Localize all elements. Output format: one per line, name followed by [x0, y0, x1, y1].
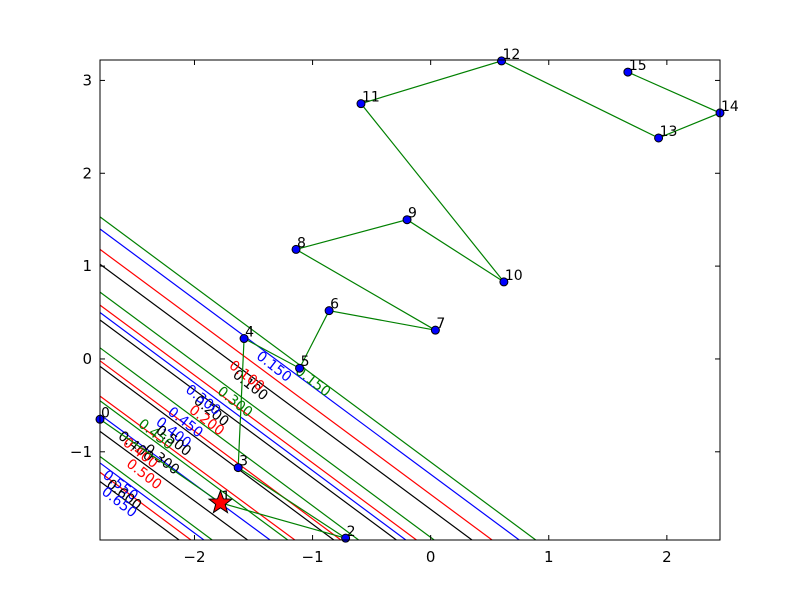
point-label-7: 7 [436, 316, 445, 332]
x-tick-label: 1 [544, 548, 554, 566]
point-label-8: 8 [297, 235, 306, 251]
path-point-8 [291, 244, 301, 254]
y-tick-label: 1 [82, 257, 92, 275]
path-point-3 [233, 463, 243, 473]
y-tick-label: 2 [82, 164, 92, 182]
contour-line-blue [100, 414, 271, 540]
contour-line-green [100, 455, 213, 540]
path-point-7 [430, 325, 440, 335]
contour-line-green [100, 347, 359, 540]
y-tick-label: 0 [82, 350, 92, 368]
point-label-6: 6 [330, 297, 339, 313]
contour-line-blue [100, 312, 407, 540]
contour-line-blue [100, 228, 520, 540]
contour-line-black [100, 319, 397, 540]
x-tick-label: −2 [183, 548, 205, 566]
x-tick-label: 2 [662, 548, 672, 566]
point-label-1: 1 [221, 489, 230, 505]
point-label-9: 9 [408, 206, 417, 222]
star-marker-group [207, 489, 234, 514]
path-point-6 [324, 306, 334, 316]
contour-line-black [100, 481, 180, 540]
point-label-15: 15 [629, 58, 647, 74]
point-label-10: 10 [505, 268, 523, 284]
contour-line-red [100, 395, 296, 540]
path-point-5 [295, 363, 305, 373]
point-label-4: 4 [245, 325, 254, 341]
contour-line-red [100, 304, 417, 540]
path-point-11 [356, 99, 366, 109]
point-label-0: 0 [101, 405, 110, 421]
star-marker [207, 489, 234, 514]
contour-line-red [100, 360, 342, 540]
contour-line-black [100, 430, 248, 540]
contour-line-black [100, 263, 473, 540]
point-label-13: 13 [660, 124, 678, 140]
optimization-path [100, 60, 720, 539]
path-point-9 [402, 215, 412, 225]
axis-ticks: −2 −1 0 1 2 −1 0 1 2 3 [70, 60, 720, 566]
contour-lines [100, 216, 537, 540]
contour-line-green [100, 216, 537, 540]
contour-line-black [100, 365, 335, 540]
contour-line-green [100, 400, 289, 540]
x-tick-label: −1 [302, 548, 324, 566]
point-label-5: 5 [301, 354, 310, 370]
point-label-14: 14 [721, 99, 739, 115]
plot-frame [99, 59, 721, 541]
point-label-2: 2 [347, 524, 356, 540]
path-point-15 [623, 67, 633, 77]
path-point-12 [497, 56, 507, 66]
contour-line-green [100, 291, 435, 540]
x-tick-label: 0 [426, 548, 436, 566]
contour-line-red [100, 248, 493, 540]
point-label-3: 3 [239, 454, 248, 470]
path-point-4 [239, 334, 249, 344]
path-point-13 [654, 133, 664, 143]
contour-line-blue [100, 462, 205, 540]
y-tick-label: 3 [82, 71, 92, 89]
point-label-12: 12 [503, 47, 521, 63]
y-tick-label: −1 [70, 443, 92, 461]
point-label-11: 11 [362, 90, 380, 106]
path-line [100, 60, 720, 539]
path-point-10 [499, 277, 509, 287]
contour-line-red [100, 471, 192, 540]
